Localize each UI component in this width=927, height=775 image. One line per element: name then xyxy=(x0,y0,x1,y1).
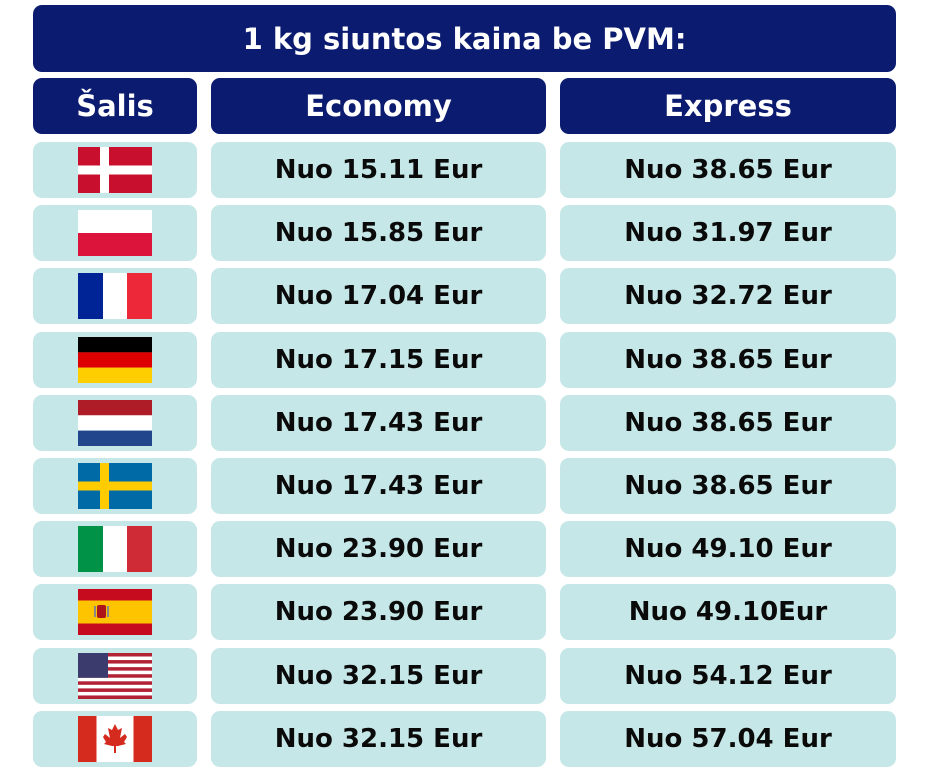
price-cell: Nuo 17.15 Eur xyxy=(211,331,546,388)
price-cell: Nuo 57.04 Eur xyxy=(560,710,896,767)
header-text: Express xyxy=(664,89,792,123)
flag-cell xyxy=(33,142,197,198)
price-text: Nuo 23.90 Eur xyxy=(274,597,483,628)
price-text: Nuo 38.65 Eur xyxy=(624,471,832,501)
price-text: Nuo 57.04 Eur xyxy=(624,723,832,754)
price-cell: Nuo 17.43 Eur xyxy=(211,394,546,451)
price-cell: Nuo 32.72 Eur xyxy=(560,268,896,325)
flag xyxy=(78,210,152,257)
price-text: Nuo 17.15 Eur xyxy=(274,344,483,375)
price-cell: Nuo 31.97 Eur xyxy=(560,205,896,262)
price-cell: Nuo 15.85 Eur xyxy=(211,205,546,262)
price-text: Nuo 32.15 Eur xyxy=(274,723,483,754)
price-text: Nuo 38.65 Eur xyxy=(624,344,832,375)
flag-cell xyxy=(33,394,197,451)
price-text: Nuo 15.11 Eur xyxy=(274,155,483,185)
flag xyxy=(78,652,152,699)
price-cell: Nuo 15.11 Eur xyxy=(211,142,546,198)
flag xyxy=(78,399,152,446)
flag-cell xyxy=(33,647,197,704)
price-cell: Nuo 49.10Eur xyxy=(560,584,896,641)
price-cell: Nuo 32.15 Eur xyxy=(211,710,546,767)
price-text: Nuo 32.15 Eur xyxy=(274,660,483,691)
flag-cell xyxy=(33,584,197,641)
flag xyxy=(78,463,152,509)
price-cell: Nuo 38.65 Eur xyxy=(560,458,896,514)
header-cell: Economy xyxy=(211,78,546,134)
price-text: Nuo 38.65 Eur xyxy=(624,407,832,438)
flag xyxy=(78,336,152,383)
price-text: Nuo 54.12 Eur xyxy=(624,660,832,691)
price-text: Nuo 23.90 Eur xyxy=(274,534,483,565)
price-text: Nuo 15.85 Eur xyxy=(274,218,483,249)
flag-cell xyxy=(33,331,197,388)
price-text: Nuo 17.43 Eur xyxy=(274,471,483,501)
price-cell: Nuo 23.90 Eur xyxy=(211,584,546,641)
price-cell: Nuo 38.65 Eur xyxy=(560,142,896,198)
header-cell: Šalis xyxy=(33,78,197,134)
flag xyxy=(78,526,152,573)
flag-cell xyxy=(33,268,197,325)
price-cell: Nuo 17.04 Eur xyxy=(211,268,546,325)
price-text: Nuo 38.65 Eur xyxy=(624,155,832,185)
price-cell: Nuo 17.43 Eur xyxy=(211,458,546,514)
flag-cell xyxy=(33,205,197,262)
price-text: Nuo 17.43 Eur xyxy=(274,407,483,438)
price-cell: Nuo 54.12 Eur xyxy=(560,647,896,704)
flag xyxy=(78,589,152,636)
flag xyxy=(78,715,152,762)
price-cell: Nuo 32.15 Eur xyxy=(211,647,546,704)
price-text: Nuo 49.10Eur xyxy=(628,597,828,628)
flag-cell xyxy=(33,521,197,578)
price-text: Nuo 32.72 Eur xyxy=(624,281,832,312)
price-cell: Nuo 23.90 Eur xyxy=(211,521,546,578)
price-text: Nuo 31.97 Eur xyxy=(624,218,832,249)
header-text: Economy xyxy=(305,89,452,123)
header-text: Šalis xyxy=(76,89,154,123)
price-cell: Nuo 38.65 Eur xyxy=(560,331,896,388)
flag-cell xyxy=(33,458,197,514)
title-bar: 1 kg siuntos kaina be PVM: xyxy=(33,5,896,72)
price-cell: Nuo 49.10 Eur xyxy=(560,521,896,578)
header-cell: Express xyxy=(560,78,896,134)
flag xyxy=(78,273,152,320)
price-text: Nuo 17.04 Eur xyxy=(274,281,483,312)
price-cell: Nuo 38.65 Eur xyxy=(560,394,896,451)
title: 1 kg siuntos kaina be PVM: xyxy=(242,21,687,56)
flag-cell xyxy=(33,710,197,767)
flag xyxy=(78,147,152,193)
price-text: Nuo 49.10 Eur xyxy=(624,534,832,565)
